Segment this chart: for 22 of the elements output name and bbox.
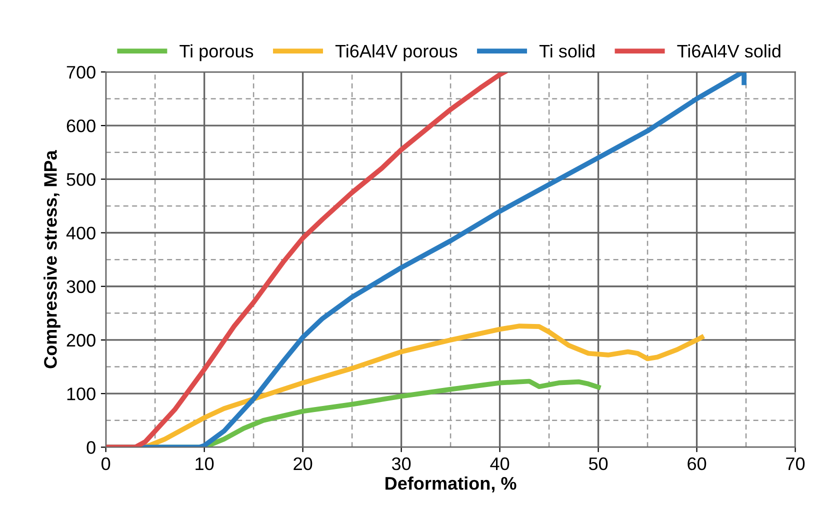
x-tick-label: 30 [392, 457, 411, 470]
legend-label: Ti6Al4V solid [677, 44, 780, 58]
y-tick-label: 100 [67, 388, 96, 400]
x-tick-label: 50 [588, 457, 608, 470]
x-tick-label: 40 [490, 457, 510, 470]
legend-label: Ti solid [539, 44, 594, 58]
x-tick-label: 60 [688, 457, 706, 470]
y-tick-label: 300 [66, 280, 96, 294]
y-tick-label: 200 [66, 334, 96, 347]
legend-label: Ti porous [180, 44, 254, 62]
y-tick-label: 600 [66, 119, 96, 132]
legend-label: Ti6Al4V porous [335, 44, 458, 62]
y-tick-label: 400 [66, 226, 96, 240]
x-tick-label: 0 [102, 457, 110, 470]
y-tick-label: 500 [66, 173, 96, 186]
x-tick-label: 20 [294, 457, 312, 470]
x-tick-label: 70 [786, 457, 805, 470]
y-tick-label: 700 [66, 66, 96, 79]
x-axis-title: Deformation, % [386, 476, 516, 492]
x-tick-label: 10 [196, 457, 214, 470]
y-tick-label: 0 [86, 441, 96, 454]
y-axis-title: Compressive stress, MPa [44, 150, 60, 368]
